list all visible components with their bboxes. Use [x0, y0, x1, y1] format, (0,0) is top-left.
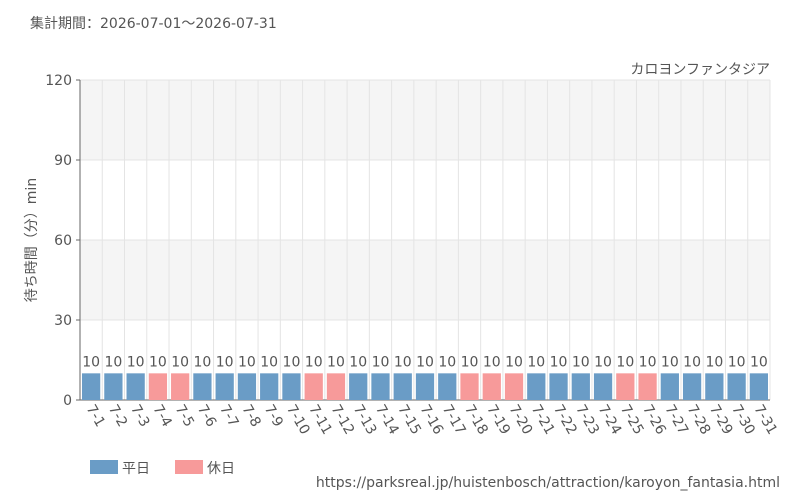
value-label: 10 [82, 354, 100, 370]
bar [571, 373, 590, 400]
bar [638, 373, 657, 400]
value-label: 10 [238, 354, 256, 370]
value-label: 10 [394, 354, 412, 370]
value-label: 10 [372, 354, 390, 370]
bar [193, 373, 212, 400]
value-label: 10 [305, 354, 323, 370]
y-tick-label: 60 [54, 233, 72, 249]
source-url: https://parksreal.jp/huistenbosch/attrac… [316, 475, 780, 491]
x-tick-label: 7-8 [238, 402, 263, 430]
bar [326, 373, 346, 400]
value-label: 10 [171, 354, 189, 370]
chart-subtitle: カロヨンファンタジア [630, 62, 770, 78]
value-label: 10 [416, 354, 434, 370]
bar [682, 373, 702, 400]
bar [438, 373, 457, 400]
bar [260, 373, 279, 400]
value-label: 10 [104, 354, 122, 370]
x-tick-label: 7-5 [172, 402, 197, 430]
y-tick-label: 0 [63, 393, 72, 409]
bar [482, 373, 501, 400]
legend-swatch [90, 460, 118, 474]
bar [104, 373, 123, 400]
value-label: 10 [550, 354, 568, 370]
bar [371, 373, 390, 400]
value-label: 10 [728, 354, 746, 370]
chart-title: 集計期間：2026-07-01〜2026-07-31 [30, 15, 277, 32]
value-label: 10 [349, 354, 367, 370]
bar [171, 373, 190, 400]
value-label: 10 [283, 354, 301, 370]
value-label: 10 [527, 354, 545, 370]
y-tick-label: 90 [54, 153, 72, 169]
legend-label: 平日 [122, 461, 150, 477]
value-label: 10 [661, 354, 679, 370]
bar [215, 373, 234, 400]
value-label: 10 [127, 354, 145, 370]
value-label: 10 [572, 354, 590, 370]
value-label: 10 [594, 354, 612, 370]
x-tick-label: 7-7 [216, 402, 241, 430]
bar [237, 373, 257, 400]
y-tick-label: 120 [45, 73, 72, 89]
bar [349, 373, 368, 400]
bar [705, 373, 724, 400]
bar [504, 373, 524, 400]
bar [527, 373, 546, 400]
grid-band [80, 240, 770, 320]
x-tick-label: 7-31 [750, 402, 780, 438]
bar [415, 373, 435, 400]
bar [82, 373, 101, 400]
value-label: 10 [750, 354, 768, 370]
y-tick-label: 30 [54, 313, 72, 329]
bar [593, 373, 613, 400]
bar [749, 373, 768, 400]
value-label: 10 [216, 354, 234, 370]
bar [660, 373, 679, 400]
y-axis-label: 待ち時間（分）min [24, 178, 40, 302]
x-tick-label: 7-4 [149, 402, 174, 430]
bar [148, 373, 168, 400]
bar [616, 373, 635, 400]
bar [549, 373, 568, 400]
grid-band [80, 80, 770, 160]
x-tick-label: 7-9 [261, 402, 286, 430]
value-label: 10 [683, 354, 701, 370]
bar [393, 373, 412, 400]
legend-label: 休日 [207, 461, 235, 477]
x-tick-label: 7-1 [83, 402, 108, 430]
value-label: 10 [705, 354, 723, 370]
bar [304, 373, 323, 400]
value-label: 10 [260, 354, 278, 370]
value-label: 10 [483, 354, 501, 370]
value-label: 10 [327, 354, 345, 370]
legend-swatch [175, 460, 203, 474]
x-tick-label: 7-2 [105, 402, 130, 430]
value-label: 10 [639, 354, 657, 370]
value-label: 10 [461, 354, 479, 370]
value-label: 10 [194, 354, 212, 370]
x-tick-label: 7-6 [194, 402, 219, 430]
x-tick-label: 7-3 [127, 402, 152, 430]
value-label: 10 [616, 354, 634, 370]
value-label: 10 [505, 354, 523, 370]
bar [126, 373, 145, 400]
value-label: 10 [438, 354, 456, 370]
bar [727, 373, 746, 400]
bar [460, 373, 479, 400]
bar [282, 373, 301, 400]
value-label: 10 [149, 354, 167, 370]
